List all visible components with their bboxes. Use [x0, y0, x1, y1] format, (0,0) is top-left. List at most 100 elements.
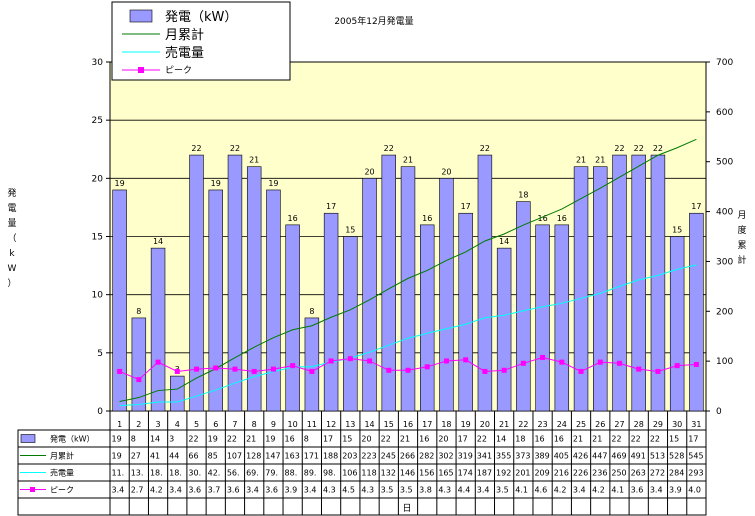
y-axis-label-char: 量: [7, 218, 16, 229]
table-cell: 20: [438, 435, 448, 444]
table-cell: 272: [650, 469, 665, 478]
table-cell: 27: [131, 452, 141, 461]
table-cell: 18.: [150, 469, 163, 478]
bar: [420, 224, 435, 412]
table-cell: 3.9: [285, 486, 298, 495]
table-cell: 8: [131, 435, 136, 444]
bar: [170, 375, 185, 412]
table-cell: 405: [554, 452, 569, 461]
table-cell: 3.8: [419, 486, 432, 495]
bar: [285, 224, 300, 412]
table-cell: 13.: [131, 469, 144, 478]
series-line-sold: [119, 264, 697, 407]
bar-data-label: 21: [249, 156, 259, 165]
table-cell: 4.3: [361, 486, 374, 495]
table-cell: 16: [554, 435, 564, 444]
x-tick-label: 28: [634, 420, 644, 429]
table-series-name: 発電（kW）: [50, 435, 95, 444]
legend-label: 発電（kW）: [165, 10, 237, 25]
bar: [439, 178, 454, 412]
bar-data-label: 16: [422, 214, 432, 223]
bar-data-label: 19: [115, 179, 125, 188]
table-cell: 3.6: [631, 486, 644, 495]
data-table: 1 2 3 4 5 6 7 8 9 10 11 12 13 14 15 16 17 18 19 20 21 22 23 24 2…: [17, 411, 707, 516]
chart-title: 2005年12月発電量: [334, 15, 413, 27]
peak-marker: [232, 366, 238, 372]
table-cell: 21: [592, 435, 602, 444]
y2-axis-label-char: 計: [737, 254, 746, 266]
table-cell: 19: [112, 452, 122, 461]
y2-tick-label: 600: [716, 108, 733, 118]
table-cell: 11.: [112, 469, 125, 478]
bar: [381, 154, 396, 412]
x-tick-label: 26: [595, 420, 605, 429]
bar-data-label: 20: [441, 167, 451, 176]
x-tick-label: 17: [422, 420, 432, 429]
table-cell: 98.: [323, 469, 336, 478]
bar-data-label: 22: [191, 144, 201, 153]
table-cell: 85: [208, 452, 218, 461]
table-cell: 22: [227, 435, 237, 444]
x-tick-label: 20: [480, 420, 490, 429]
bar: [343, 236, 358, 412]
peak-marker: [597, 359, 603, 365]
table-cell: 44: [169, 452, 179, 461]
table-cell: 56.: [227, 469, 240, 478]
table-cell: 19: [208, 435, 218, 444]
bar-data-label: 16: [537, 214, 547, 223]
bar: [477, 154, 493, 412]
table-cell: 106: [342, 469, 357, 478]
bar: [458, 212, 473, 412]
table-cell: 88.: [285, 469, 298, 478]
table-cell: 107: [227, 452, 242, 461]
table-cell: 3.4: [112, 486, 125, 495]
table-cell: 3.4: [477, 486, 490, 495]
table-cell: 3.6: [188, 486, 201, 495]
table-cell: 3: [169, 435, 174, 444]
table-cell: 3.5: [496, 486, 509, 495]
table-cell: 41: [150, 452, 160, 461]
table-cell: 22: [477, 435, 487, 444]
table-cell: 4.5: [342, 486, 355, 495]
table-cell: 3.6: [265, 486, 278, 495]
bar-data-label: 17: [326, 202, 336, 211]
y2-tick-label: 100: [716, 357, 733, 367]
x-tick-label: 21: [499, 420, 509, 429]
table-cell: 22: [611, 435, 621, 444]
table-cell: 491: [631, 452, 646, 461]
data-marks: 1981432219222119168171520222116201722141…: [112, 138, 704, 412]
table-series-name: 月累計: [50, 451, 74, 461]
bar: [516, 201, 531, 412]
peak-marker: [655, 368, 661, 374]
table-cell: 216: [554, 469, 569, 478]
table-cell: 3.5: [381, 486, 394, 495]
table-cell: 223: [361, 452, 376, 461]
x-tick-label: 14: [364, 420, 374, 429]
peak-marker: [367, 358, 373, 364]
table-cell: 22: [188, 435, 198, 444]
peak-marker: [194, 366, 200, 372]
legend-label: ピーク: [165, 65, 192, 76]
peak-marker: [309, 368, 315, 374]
peak-marker: [405, 367, 411, 373]
table-cell: 17: [688, 435, 698, 444]
x-tick-label: 16: [403, 420, 413, 429]
bar: [631, 154, 646, 412]
y2-tick-label: 300: [716, 257, 733, 267]
table-cell: 17: [458, 435, 468, 444]
table-cell: 17: [323, 435, 333, 444]
table-key-marker: [30, 487, 35, 492]
table-cell: 21: [573, 435, 583, 444]
bar-data-label: 14: [499, 237, 509, 246]
table-cell: 2.7: [131, 486, 144, 495]
table-cell: 302: [438, 452, 453, 461]
bar-data-label: 8: [309, 307, 314, 316]
y-tick-label: 10: [92, 291, 104, 301]
y-axis-label-char: 発: [7, 187, 16, 199]
bar-data-label: 21: [403, 156, 413, 165]
x-tick-label: 2: [136, 420, 141, 429]
bar-data-label: 19: [211, 179, 221, 188]
table-cell: 171: [304, 452, 319, 461]
table-cell: 16: [419, 435, 429, 444]
